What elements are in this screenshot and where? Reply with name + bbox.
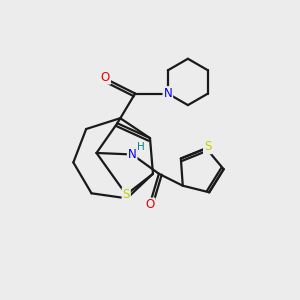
Text: O: O <box>146 199 154 212</box>
Text: S: S <box>204 140 211 153</box>
Text: N: N <box>128 148 136 161</box>
Text: N: N <box>164 87 172 100</box>
Text: H: H <box>137 142 145 152</box>
Text: O: O <box>101 71 110 84</box>
Text: S: S <box>122 188 130 201</box>
